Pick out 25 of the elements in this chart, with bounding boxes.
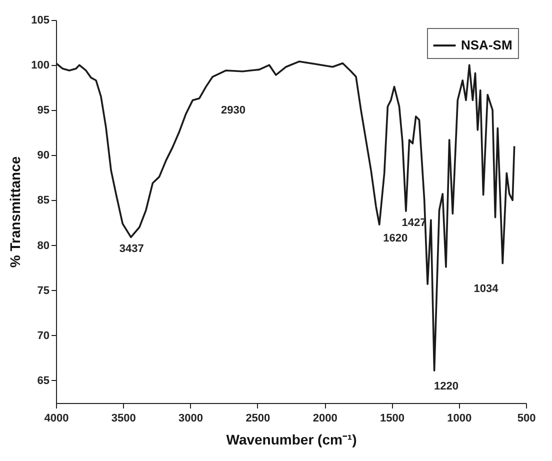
- y-tick-label: 85: [37, 194, 50, 207]
- y-tick-label: 70: [37, 330, 50, 342]
- x-tick-label: 500: [517, 412, 536, 424]
- x-tick-label: 1000: [447, 412, 472, 424]
- annotation: 1034: [474, 282, 500, 295]
- y-tick-label: 95: [37, 104, 50, 117]
- x-axis-title: Wavenumber (cm⁻¹): [226, 432, 357, 448]
- y-tick-label: 100: [31, 60, 50, 72]
- annotation: 1220: [434, 380, 459, 393]
- y-tick-label: 90: [37, 150, 50, 162]
- annotation: 3437: [119, 243, 144, 256]
- y-tick-label: 65: [37, 374, 50, 387]
- y-axis-title: % Transmittance: [7, 156, 24, 268]
- x-tick-label: 1500: [380, 412, 404, 424]
- annotation: 2930: [221, 104, 246, 116]
- y-tick-label: 75: [37, 284, 50, 297]
- y-tick-label: 105: [31, 14, 50, 26]
- legend-label: NSA-SM: [461, 38, 512, 52]
- x-tick-label: 3500: [111, 412, 136, 424]
- x-tick-label: 2500: [246, 412, 270, 424]
- x-tick-label: 2000: [312, 412, 338, 424]
- x-tick-label: 4000: [44, 412, 69, 424]
- annotation: 1620: [383, 232, 408, 245]
- y-tick-label: 80: [37, 240, 50, 252]
- x-tick-label: 3000: [178, 412, 204, 424]
